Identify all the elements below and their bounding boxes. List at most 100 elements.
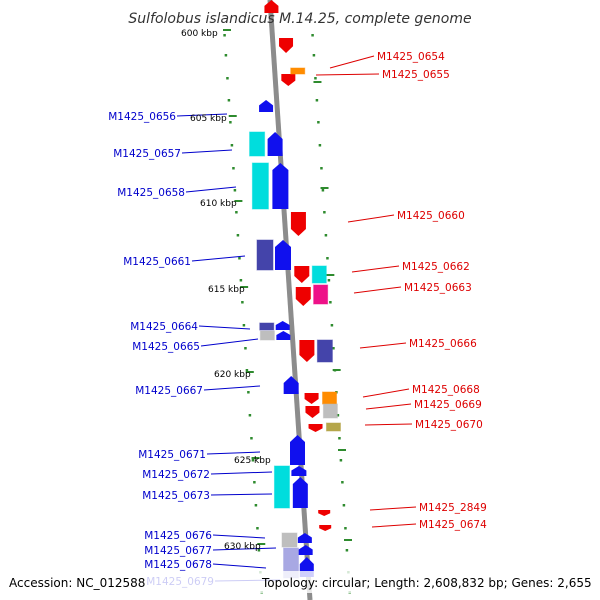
tick-dot <box>235 211 238 214</box>
leader-line <box>176 113 228 117</box>
gene-feature-blue-forward[interactable] <box>259 100 274 112</box>
gene-feature-blue-forward[interactable] <box>283 376 299 394</box>
leader-line <box>200 338 259 347</box>
gene-label-m1425_0655[interactable]: M1425_0655 <box>382 69 450 81</box>
leader-line <box>353 286 402 294</box>
leader-line <box>351 265 400 273</box>
gene-feature-grey-reverse[interactable] <box>322 403 338 419</box>
leader-line <box>210 471 273 475</box>
leader-line <box>203 385 261 391</box>
leader-line <box>365 403 412 410</box>
gene-feature-red-reverse[interactable] <box>318 510 331 516</box>
gene-feature-blue-forward[interactable] <box>267 132 283 156</box>
gene-label-m1425_0672[interactable]: M1425_0672 <box>142 469 210 481</box>
gene-feature-blue-forward[interactable] <box>276 331 291 340</box>
genome-details-text: Topology: circular; Length: 2,608,832 bp… <box>261 576 592 590</box>
leader-line <box>369 506 417 511</box>
tick-dot <box>311 34 314 37</box>
gene-label-m1425_0658[interactable]: M1425_0658 <box>117 187 185 199</box>
gene-label-m1425_0662[interactable]: M1425_0662 <box>402 261 470 273</box>
gene-feature-blue-forward[interactable] <box>275 240 291 270</box>
tick-dot <box>326 257 329 260</box>
tick-dot <box>312 54 316 57</box>
label-leader-lines <box>176 55 417 582</box>
gene-label-m1425_0667[interactable]: M1425_0667 <box>135 385 203 397</box>
gene-feature-blue-forward[interactable] <box>298 545 313 555</box>
leader-line <box>191 255 246 262</box>
gene-label-m1425_0663[interactable]: M1425_0663 <box>404 282 472 294</box>
tick-dot <box>242 324 246 327</box>
tick-dot <box>324 234 328 237</box>
leader-line <box>329 55 375 69</box>
leader-line <box>315 73 380 76</box>
gene-feature-slate-forward[interactable] <box>259 322 275 331</box>
gene-feature-cyan-forward[interactable] <box>249 131 266 157</box>
tick-dot <box>341 481 344 484</box>
gene-feature-grey-forward[interactable] <box>281 532 298 548</box>
position-label: 625 kbp <box>234 456 271 466</box>
tick-dot <box>239 279 243 282</box>
gene-feature-orange-reverse[interactable] <box>322 391 338 405</box>
gene-feature-red-reverse[interactable] <box>305 406 320 418</box>
gene-label-m1425_0660[interactable]: M1425_0660 <box>397 210 465 222</box>
gene-label-m1425_0664[interactable]: M1425_0664 <box>130 321 198 333</box>
gene-feature-blue-forward[interactable] <box>290 435 305 465</box>
gene-label-m1425_0674[interactable]: M1425_0674 <box>419 519 487 531</box>
gene-label-m1425_0677[interactable]: M1425_0677 <box>144 545 212 557</box>
gene-feature-red-reverse[interactable] <box>290 212 306 236</box>
leader-line <box>185 186 237 193</box>
gene-feature-red-reverse[interactable] <box>304 393 319 404</box>
gene-feature-red-reverse[interactable] <box>299 340 315 362</box>
gene-feature-blue-forward[interactable] <box>291 466 307 476</box>
position-label: 620 kbp <box>214 370 251 380</box>
gene-label-m1425_0670[interactable]: M1425_0670 <box>415 419 483 431</box>
gene-feature-blue-forward[interactable] <box>292 477 308 508</box>
gene-label-m1425_0668[interactable]: M1425_0668 <box>412 384 480 396</box>
gene-label-m1425_0673[interactable]: M1425_0673 <box>142 490 210 502</box>
leader-line <box>181 149 233 154</box>
footer-backdrop <box>0 571 600 593</box>
gene-feature-orange-reverse[interactable] <box>290 67 306 75</box>
gene-feature-khaki-reverse[interactable] <box>325 422 341 432</box>
gene-feature-red-reverse[interactable] <box>319 525 332 531</box>
tick-dot <box>329 301 332 304</box>
gene-label-m1425_0669[interactable]: M1425_0669 <box>414 399 482 411</box>
accession-text: Accession: NC_012588 <box>9 576 145 590</box>
gene-feature-red-reverse[interactable] <box>279 38 294 53</box>
gene-feature-slate-reverse[interactable] <box>316 339 333 363</box>
gene-feature-grey-forward[interactable] <box>259 330 275 341</box>
gene-label-m1425_0656[interactable]: M1425_0656 <box>108 111 176 123</box>
gene-feature-cyan-reverse[interactable] <box>311 265 327 284</box>
gene-label-m1425_0666[interactable]: M1425_0666 <box>409 338 477 350</box>
gene-label-m1425_0671[interactable]: M1425_0671 <box>138 449 206 461</box>
gene-feature-cyan-forward[interactable] <box>273 465 290 509</box>
gene-feature-blue-forward[interactable] <box>297 533 312 543</box>
gene-feature-blue-forward[interactable] <box>275 321 290 330</box>
tick-dot <box>314 77 317 80</box>
gene-feature-blue-forward[interactable] <box>272 163 289 209</box>
gene-feature-red-reverse[interactable] <box>281 74 296 86</box>
position-label: 630 kbp <box>224 542 261 552</box>
tick-dot <box>236 234 240 237</box>
gene-label-m1425_0676[interactable]: M1425_0676 <box>144 530 212 542</box>
tick-dot <box>320 167 323 170</box>
gene-label-m1425_2849[interactable]: M1425_2849 <box>419 502 487 514</box>
gene-feature-red-reverse[interactable] <box>308 424 323 432</box>
tick-dot <box>244 347 247 350</box>
gene-feature-red-reverse[interactable] <box>295 287 311 306</box>
gene-label-m1425_0678[interactable]: M1425_0678 <box>144 559 212 571</box>
gene-feature-red-forward[interactable] <box>264 0 279 13</box>
gene-label-m1425_0661[interactable]: M1425_0661 <box>123 256 191 268</box>
tick-dot <box>339 459 343 462</box>
gene-feature-slate-forward[interactable] <box>256 239 274 271</box>
tick-dot <box>248 414 252 417</box>
gene-feature-red-reverse[interactable] <box>294 266 310 283</box>
leader-line <box>359 342 407 349</box>
gene-label-m1425_0657[interactable]: M1425_0657 <box>113 148 181 160</box>
tick-dot <box>227 99 231 102</box>
gene-label-m1425_0665[interactable]: M1425_0665 <box>132 341 200 353</box>
gene-feature-magenta-reverse[interactable] <box>313 284 329 305</box>
gene-feature-cyan-forward[interactable] <box>251 162 269 210</box>
gene-label-m1425_0654[interactable]: M1425_0654 <box>377 51 445 63</box>
tick-dot <box>254 504 258 507</box>
